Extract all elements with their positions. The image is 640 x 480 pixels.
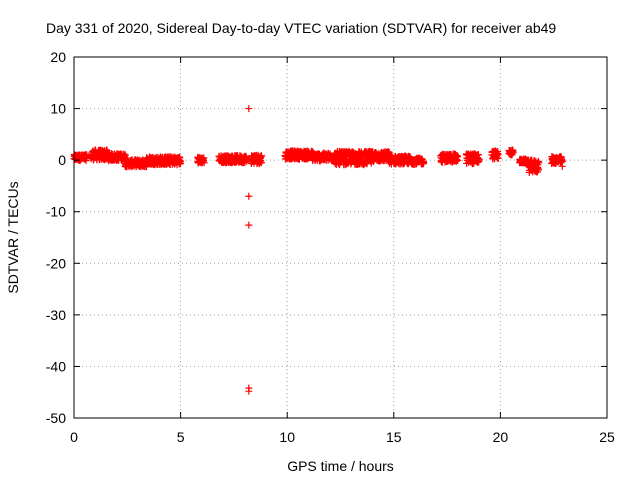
data-point	[258, 152, 266, 160]
chart-title: Day 331 of 2020, Sidereal Day-to-day VTE…	[46, 20, 556, 36]
y-tick-label: 0	[58, 152, 66, 168]
axis-ticks	[73, 56, 608, 419]
y-tick-label: -40	[46, 358, 66, 374]
x-axis-label: GPS time / hours	[287, 458, 394, 474]
data-point	[509, 149, 517, 157]
y-tick-label: -30	[46, 307, 66, 323]
y-tick-label: -20	[46, 255, 66, 271]
y-tick-label: -10	[46, 204, 66, 220]
data-point	[245, 192, 253, 200]
tick-labels: 0 5 10 15 20 25 -50 -40 -30 -20 -10 0 10 20	[46, 49, 615, 445]
data-point	[475, 155, 483, 163]
y-tick-label: 20	[50, 49, 66, 65]
x-tick-label: 25	[599, 429, 615, 445]
data-point	[257, 159, 265, 167]
data-point	[121, 151, 129, 159]
x-tick-label: 0	[70, 429, 78, 445]
data-point	[245, 105, 253, 113]
grid	[74, 57, 607, 418]
x-tick-label: 10	[279, 429, 295, 445]
data-point	[558, 162, 566, 170]
data-point	[420, 159, 428, 167]
y-tick-label: -50	[46, 410, 66, 426]
data-point	[535, 166, 543, 174]
x-tick-label: 5	[177, 429, 185, 445]
data-point	[245, 387, 253, 395]
data-point	[245, 221, 253, 229]
data-point	[494, 154, 502, 162]
x-tick-label: 20	[493, 429, 509, 445]
data-point	[535, 159, 543, 167]
y-tick-label: 10	[50, 101, 66, 117]
data-points	[70, 105, 566, 395]
x-tick-label: 15	[386, 429, 402, 445]
data-point	[454, 156, 462, 164]
data-point	[177, 160, 185, 168]
y-axis-label: SDTVAR / TECUs	[5, 181, 21, 293]
data-point	[200, 159, 208, 167]
plot-frame	[73, 56, 608, 419]
